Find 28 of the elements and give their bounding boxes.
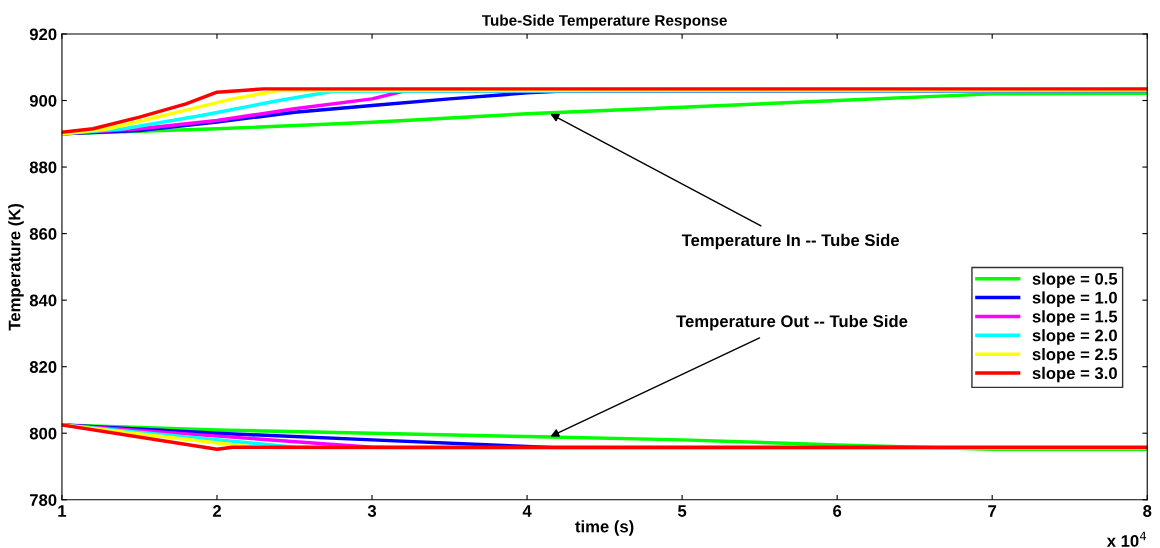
y-axis-title: Temperature (K) bbox=[8, 203, 24, 331]
y-tick-label: 780 bbox=[29, 494, 57, 506]
x-tick-label: 5 bbox=[677, 505, 687, 517]
y-tick-label: 800 bbox=[29, 427, 57, 440]
y-tick-label: 900 bbox=[29, 94, 57, 107]
x-tick-label: 4 bbox=[522, 505, 532, 517]
x-tick-label: 8 bbox=[1143, 505, 1152, 517]
legend-label: slope = 0.5 bbox=[1032, 272, 1118, 289]
x-tick-label: 1 bbox=[58, 505, 67, 517]
y-tick-label: 880 bbox=[29, 161, 57, 174]
legend-label: slope = 1.0 bbox=[1032, 291, 1117, 307]
annotation: Temperature In -- Tube Side bbox=[681, 233, 900, 250]
x-tick-label: 6 bbox=[833, 505, 842, 517]
legend-label: slope = 3.0 bbox=[1032, 366, 1117, 383]
y-tick-label: 840 bbox=[29, 294, 57, 307]
y-tick-label: 820 bbox=[29, 361, 57, 373]
y-tick-label: 860 bbox=[29, 228, 57, 240]
x-tick-label: 2 bbox=[212, 505, 221, 517]
x-tick-label: 3 bbox=[367, 505, 377, 517]
legend-label: slope = 2.5 bbox=[1032, 347, 1118, 364]
text: x 10$^{4}$ bbox=[1106, 531, 1147, 547]
chart-title: Tube-Side Temperature Response bbox=[481, 14, 727, 29]
x-tick-label: 7 bbox=[988, 505, 997, 517]
legend-label: slope = 1.5 bbox=[1032, 310, 1118, 326]
y-tick-label: 920 bbox=[29, 28, 57, 41]
x-axis-title: time (s) bbox=[575, 520, 634, 536]
annotation: Temperature Out -- Tube Side bbox=[676, 314, 908, 331]
legend-label: slope = 2.0 bbox=[1032, 329, 1117, 345]
